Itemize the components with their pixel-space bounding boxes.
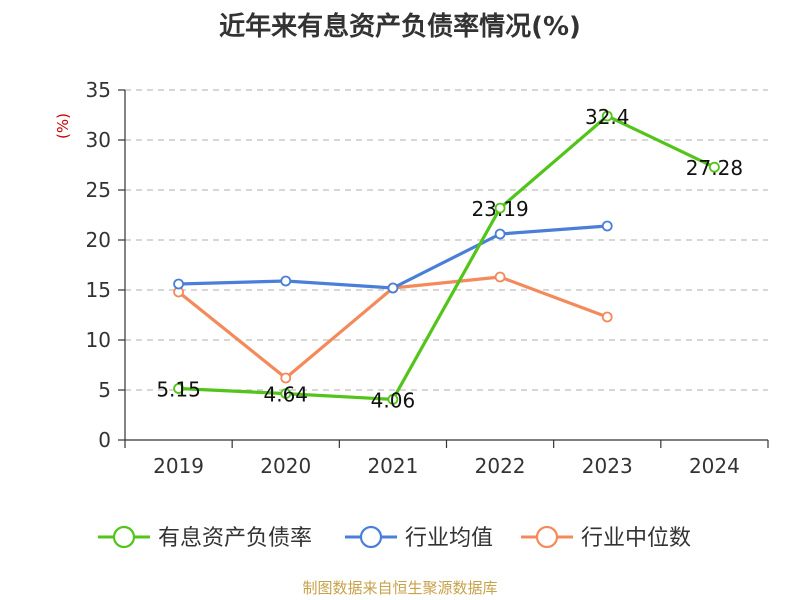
data-label: 4.64: [263, 383, 308, 407]
data-point: [280, 275, 292, 287]
data-point: [601, 110, 613, 122]
data-label: 32.4: [585, 105, 630, 129]
data-point: [601, 220, 613, 232]
data-point: [173, 278, 184, 290]
series: [173, 110, 720, 405]
data-label: 5.15: [156, 378, 201, 402]
y-tick-label: 25: [86, 178, 111, 202]
data-point: [494, 228, 506, 240]
y-tick-label: 0: [98, 428, 111, 452]
legend-marker: [535, 525, 559, 549]
data-point: [387, 393, 399, 405]
data-labels: 5.15 4.64 4.06 23.19 32.4 27.28: [156, 105, 743, 412]
y-axis-label: (%): [54, 113, 72, 139]
data-label: 27.28: [686, 156, 743, 180]
source-note: 制图数据来自恒生聚源数据库: [302, 579, 498, 597]
data-point: [494, 202, 506, 214]
legend: 有息资产负债率 行业均值 行业中位数: [98, 525, 691, 551]
y-tick-label: 5: [98, 378, 111, 402]
data-point: [387, 282, 399, 294]
y-tick-label: 15: [86, 278, 111, 302]
x-tick-label: 2022: [475, 454, 526, 478]
data-point: [601, 311, 613, 323]
y-tick-label: 30: [86, 128, 111, 152]
grid-lines: [125, 89, 768, 391]
legend-marker: [359, 525, 383, 549]
x-tick-label: 2020: [260, 454, 311, 478]
x-tick-label: 2019: [153, 454, 204, 478]
chart-title: 近年来有息资产负债率情况(%): [219, 12, 581, 42]
data-label: 4.06: [371, 388, 416, 412]
axes: 0 5 10 15 20 25 30 35 2019 2020 2021 2022 2023 2024 (%…: [54, 78, 769, 478]
y-tick-label: 20: [86, 228, 111, 252]
data-point: [173, 383, 184, 394]
data-point: [280, 388, 292, 400]
legend-label[interactable]: 有息资产负债率: [158, 526, 312, 551]
legend-label[interactable]: 行业均值: [405, 526, 493, 551]
data-point: [494, 271, 506, 283]
x-tick-label: 2024: [689, 454, 740, 478]
legend-marker: [112, 525, 136, 549]
y-tick-label: 35: [86, 78, 111, 102]
legend-label[interactable]: 行业中位数: [581, 526, 691, 551]
data-point: [709, 161, 720, 173]
x-tick-label: 2021: [367, 454, 418, 478]
series-line: [178, 224, 608, 290]
data-point: [280, 372, 292, 384]
y-tick-label: 10: [86, 328, 111, 352]
data-label: 23.19: [471, 197, 528, 221]
x-tick-label: 2023: [582, 454, 633, 478]
series-line: [178, 114, 716, 401]
